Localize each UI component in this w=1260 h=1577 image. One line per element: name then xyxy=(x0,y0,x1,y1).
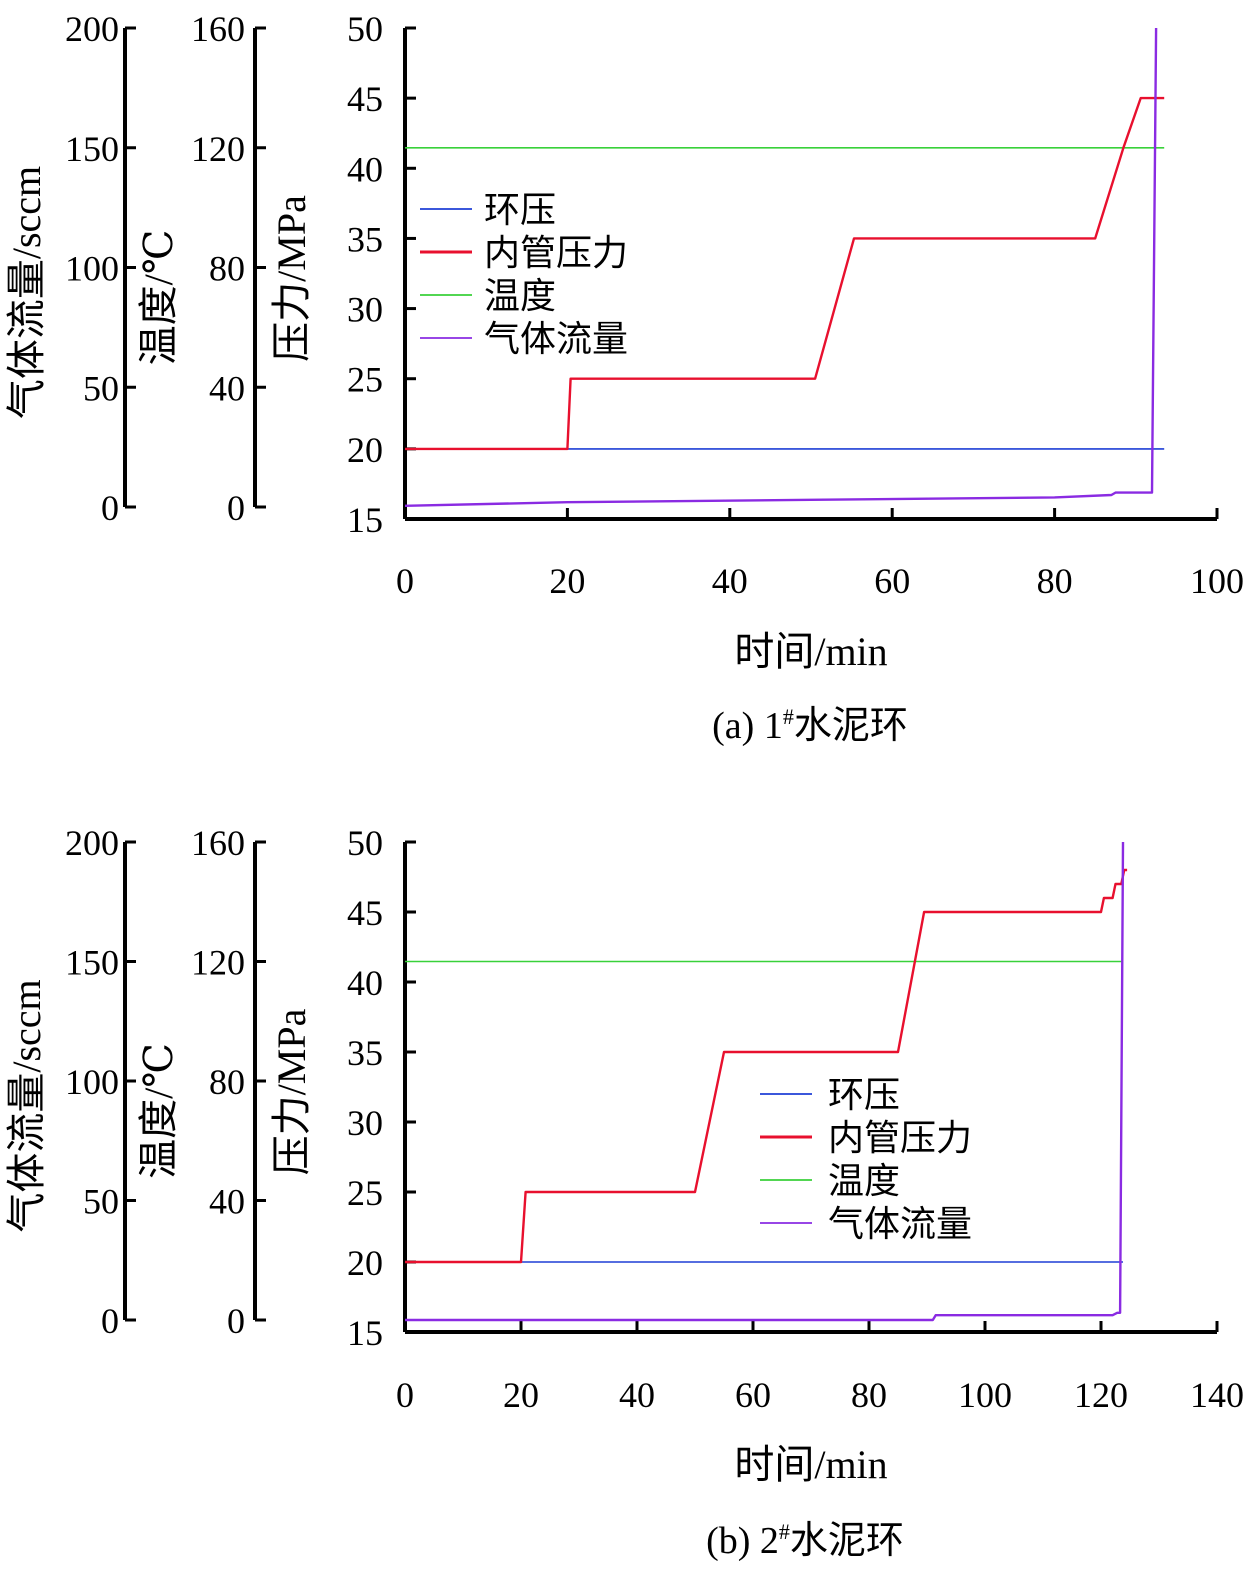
chart-caption: (a) 1#水泥环 xyxy=(712,704,908,747)
legend-label-temperature: 温度 xyxy=(484,276,556,316)
x-tick-label: 80 xyxy=(851,1375,887,1415)
legend-label-gas-flow: 气体流量 xyxy=(828,1204,972,1244)
pressure-tick-label: 25 xyxy=(347,360,383,400)
series-inner-pressure-line xyxy=(405,96,1165,451)
temperature-tick-label: 0 xyxy=(227,488,245,528)
x-tick-label: 100 xyxy=(1190,561,1244,601)
temperature-tick-label: 40 xyxy=(209,368,245,408)
temperature-tick-label: 0 xyxy=(227,1301,245,1341)
x-tick-label: 0 xyxy=(396,1375,414,1415)
x-tick-label: 140 xyxy=(1190,1375,1244,1415)
temperature-tick-label: 160 xyxy=(191,823,245,863)
series-gas-flow-line xyxy=(405,841,1125,1322)
temperature-axis-label: 温度/℃ xyxy=(136,230,181,366)
pressure-tick-label: 20 xyxy=(347,430,383,470)
chart-panel-b: 15 20 25 30 35 40 45 50 压力/MPa 0 20 40 60 80 100 120 140… xyxy=(4,823,1244,1562)
gas-flow-tick-label: 0 xyxy=(101,488,119,528)
legend-label-temperature: 温度 xyxy=(828,1161,900,1201)
legend-label-inner-pressure: 内管压力 xyxy=(828,1118,972,1158)
legend-label-gas-flow: 气体流量 xyxy=(484,319,628,359)
x-tick-label: 60 xyxy=(874,561,910,601)
x-tick-label: 120 xyxy=(1074,1375,1128,1415)
pressure-tick-label: 20 xyxy=(347,1243,383,1283)
temperature-tick-label: 80 xyxy=(209,249,245,289)
chart-panel-a: 15 20 25 30 35 40 45 50 压力/MPa 0 20 40 60 80 100 时间/min… xyxy=(4,9,1244,747)
gas-flow-tick-label: 200 xyxy=(65,9,119,49)
chart-caption: (b) 2#水泥环 xyxy=(706,1519,904,1562)
x-tick-label: 40 xyxy=(619,1375,655,1415)
x-tick-label: 40 xyxy=(712,561,748,601)
gas-flow-tick-label: 200 xyxy=(65,823,119,863)
x-tick-label: 100 xyxy=(958,1375,1012,1415)
x-tick-label: 60 xyxy=(735,1375,771,1415)
gas-flow-axis-label: 气体流量/sccm xyxy=(4,979,49,1232)
series-inner-pressure-line xyxy=(405,868,1128,1264)
pressure-tick-label: 40 xyxy=(347,963,383,1003)
temperature-tick-label: 120 xyxy=(191,129,245,169)
gas-flow-axis-label: 气体流量/sccm xyxy=(4,166,49,419)
temperature-axis-label: 温度/℃ xyxy=(136,1043,181,1179)
temperature-tick-label: 160 xyxy=(191,9,245,49)
pressure-axis-label: 压力/MPa xyxy=(269,1008,314,1175)
pressure-tick-label: 25 xyxy=(347,1173,383,1213)
pressure-tick-label: 15 xyxy=(347,1313,383,1353)
pressure-tick-label: 50 xyxy=(347,9,383,49)
pressure-tick-label: 35 xyxy=(347,1033,383,1073)
pressure-tick-label: 35 xyxy=(347,219,383,259)
x-tick-label: 80 xyxy=(1037,561,1073,601)
x-tick-label: 20 xyxy=(549,561,585,601)
gas-flow-tick-label: 0 xyxy=(101,1301,119,1341)
pressure-tick-label: 30 xyxy=(347,1103,383,1143)
legend-label-annulus-pressure: 环压 xyxy=(484,190,556,230)
pressure-tick-label: 40 xyxy=(347,149,383,189)
x-axis-label: 时间/min xyxy=(734,1442,887,1487)
x-tick-label: 20 xyxy=(503,1375,539,1415)
gas-flow-tick-label: 150 xyxy=(65,943,119,983)
pressure-tick-label: 45 xyxy=(347,893,383,933)
gas-flow-tick-label: 100 xyxy=(65,249,119,289)
temperature-tick-label: 80 xyxy=(209,1062,245,1102)
pressure-tick-label: 15 xyxy=(347,500,383,540)
gas-flow-tick-label: 100 xyxy=(65,1062,119,1102)
legend-label-inner-pressure: 内管压力 xyxy=(484,233,628,273)
temperature-tick-label: 120 xyxy=(191,943,245,983)
legend-label-annulus-pressure: 环压 xyxy=(828,1075,900,1115)
temperature-tick-label: 40 xyxy=(209,1182,245,1222)
pressure-tick-label: 45 xyxy=(347,79,383,119)
pressure-tick-label: 30 xyxy=(347,290,383,330)
gas-flow-tick-label: 150 xyxy=(65,129,119,169)
gas-flow-tick-label: 50 xyxy=(83,368,119,408)
pressure-axis-label: 压力/MPa xyxy=(269,195,314,362)
x-axis-label: 时间/min xyxy=(734,629,887,674)
series-gas-flow-line xyxy=(404,27,1158,507)
x-tick-label: 0 xyxy=(396,561,414,601)
pressure-tick-label: 50 xyxy=(347,823,383,863)
gas-flow-tick-label: 50 xyxy=(83,1182,119,1222)
